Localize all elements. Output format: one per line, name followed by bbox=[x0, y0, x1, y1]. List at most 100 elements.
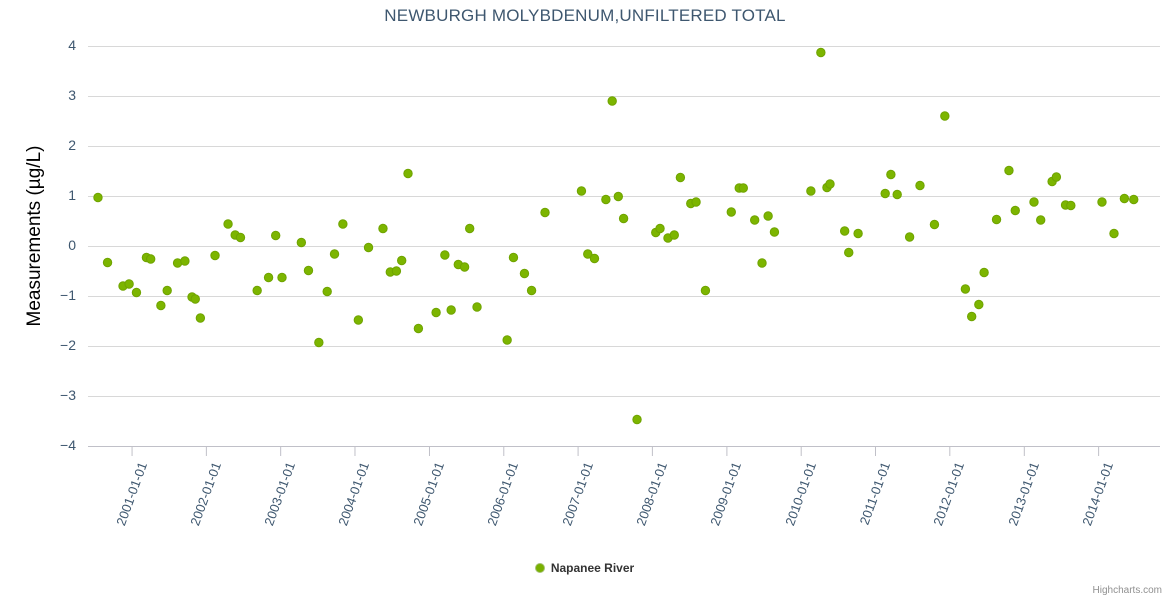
scatter-point[interactable] bbox=[235, 232, 246, 243]
scatter-point[interactable] bbox=[1066, 200, 1076, 211]
scatter-point[interactable] bbox=[583, 249, 593, 259]
scatter-point[interactable] bbox=[1109, 228, 1119, 239]
scatter-point[interactable] bbox=[472, 302, 482, 312]
scatter-point[interactable] bbox=[607, 96, 617, 106]
scatter-point[interactable] bbox=[589, 253, 600, 264]
scatter-point[interactable] bbox=[844, 247, 854, 258]
scatter-point[interactable] bbox=[363, 242, 374, 253]
scatter-point[interactable] bbox=[1004, 165, 1014, 176]
scatter-point[interactable] bbox=[124, 279, 134, 289]
scatter-point[interactable] bbox=[669, 230, 679, 240]
scatter-point[interactable] bbox=[749, 215, 760, 225]
scatter-point[interactable] bbox=[904, 232, 915, 242]
scatter-point[interactable] bbox=[929, 219, 940, 230]
scatter-point[interactable] bbox=[378, 223, 388, 234]
scatter-point[interactable] bbox=[738, 183, 748, 193]
scatter-point[interactable] bbox=[892, 189, 902, 200]
scatter-point[interactable] bbox=[632, 414, 642, 425]
x-axis-ticks bbox=[131, 446, 1100, 456]
scatter-point[interactable] bbox=[145, 254, 156, 264]
scatter-point[interactable] bbox=[303, 265, 314, 276]
y-tick-label: −1 bbox=[60, 287, 76, 303]
scatter-point[interactable] bbox=[190, 294, 200, 304]
scatter-point[interactable] bbox=[519, 268, 530, 279]
scatter-point[interactable] bbox=[263, 272, 274, 283]
scatter-point[interactable] bbox=[338, 219, 348, 229]
scatter-point[interactable] bbox=[915, 180, 925, 191]
scatter-point[interactable] bbox=[1010, 205, 1020, 216]
scatter-point[interactable] bbox=[391, 266, 402, 276]
scatter-point[interactable] bbox=[210, 250, 220, 261]
y-tick-label: 2 bbox=[68, 137, 76, 153]
scatter-point[interactable] bbox=[601, 194, 611, 205]
y-tick-label: 4 bbox=[68, 37, 76, 53]
scatter-point[interactable] bbox=[353, 315, 364, 325]
scatter-point[interactable] bbox=[655, 223, 665, 234]
scatter-point[interactable] bbox=[397, 255, 407, 266]
scatter-point[interactable] bbox=[1097, 197, 1107, 207]
scatter-point[interactable] bbox=[613, 191, 624, 202]
scatter-point[interactable] bbox=[1029, 197, 1039, 207]
scatter-point[interactable] bbox=[270, 230, 281, 241]
scatter-point[interactable] bbox=[446, 305, 456, 315]
scatter-point[interactable] bbox=[769, 227, 780, 237]
scatter-point[interactable] bbox=[329, 249, 340, 259]
chart-title: NEWBURGH MOLYBDENUM,UNFILTERED TOTAL bbox=[384, 6, 786, 25]
scatter-point[interactable] bbox=[700, 285, 711, 296]
scatter-point[interactable] bbox=[459, 262, 470, 272]
scatter-point[interactable] bbox=[979, 267, 989, 278]
scatter-point[interactable] bbox=[223, 219, 233, 229]
y-tick-label: −2 bbox=[60, 337, 76, 353]
scatter-point[interactable] bbox=[1036, 215, 1046, 225]
scatter-point[interactable] bbox=[974, 299, 984, 310]
legend-item-napanee-river[interactable]: Napanee River bbox=[535, 560, 634, 575]
scatter-point[interactable] bbox=[131, 287, 142, 298]
scatter-point[interactable] bbox=[431, 307, 441, 318]
scatter-point[interactable] bbox=[526, 285, 537, 296]
scatter-point[interactable] bbox=[763, 211, 773, 221]
scatter-point[interactable] bbox=[853, 228, 863, 239]
scatter-point[interactable] bbox=[502, 335, 512, 345]
scatter-point[interactable] bbox=[314, 337, 324, 348]
scatter-point[interactable] bbox=[93, 192, 103, 203]
scatter-point[interactable] bbox=[296, 237, 307, 248]
scatter-point[interactable] bbox=[966, 311, 977, 322]
scatter-point[interactable] bbox=[162, 285, 172, 296]
scatter-point[interactable] bbox=[839, 226, 850, 236]
scatter-point[interactable] bbox=[960, 284, 971, 294]
scatter-point[interactable] bbox=[1051, 172, 1062, 182]
scatter-point[interactable] bbox=[413, 323, 424, 334]
scatter-point[interactable] bbox=[180, 256, 190, 266]
scatter-point[interactable] bbox=[102, 257, 113, 268]
scatter-point[interactable] bbox=[886, 169, 896, 180]
scatter-point[interactable] bbox=[576, 186, 587, 196]
scatter-point[interactable] bbox=[691, 197, 701, 207]
scatter-point[interactable] bbox=[816, 47, 826, 58]
scatter-points[interactable] bbox=[93, 47, 1139, 425]
scatter-point[interactable] bbox=[757, 258, 767, 268]
y-tick-label: 3 bbox=[68, 87, 76, 103]
scatter-point[interactable] bbox=[540, 207, 550, 218]
scatter-point[interactable] bbox=[1129, 194, 1139, 205]
scatter-point[interactable] bbox=[508, 252, 519, 263]
scatter-point[interactable] bbox=[277, 272, 287, 283]
scatter-point[interactable] bbox=[1119, 193, 1130, 204]
scatter-point[interactable] bbox=[940, 111, 950, 121]
scatter-point[interactable] bbox=[322, 286, 332, 297]
scatter-point[interactable] bbox=[252, 285, 262, 296]
scatter-point[interactable] bbox=[675, 172, 686, 183]
scatter-point[interactable] bbox=[880, 188, 890, 199]
y-tick-label: −3 bbox=[60, 387, 76, 403]
scatter-point[interactable] bbox=[464, 223, 475, 234]
scatter-point[interactable] bbox=[403, 168, 413, 179]
scatter-point[interactable] bbox=[806, 186, 816, 196]
scatter-point[interactable] bbox=[991, 214, 1002, 225]
y-tick-label: 0 bbox=[68, 237, 76, 253]
scatter-point[interactable] bbox=[825, 179, 835, 189]
scatter-point[interactable] bbox=[618, 213, 629, 224]
scatter-point[interactable] bbox=[440, 250, 450, 260]
scatter-point[interactable] bbox=[156, 300, 166, 311]
y-tick-label: −4 bbox=[60, 437, 76, 453]
scatter-point[interactable] bbox=[726, 207, 736, 217]
scatter-point[interactable] bbox=[195, 313, 206, 323]
